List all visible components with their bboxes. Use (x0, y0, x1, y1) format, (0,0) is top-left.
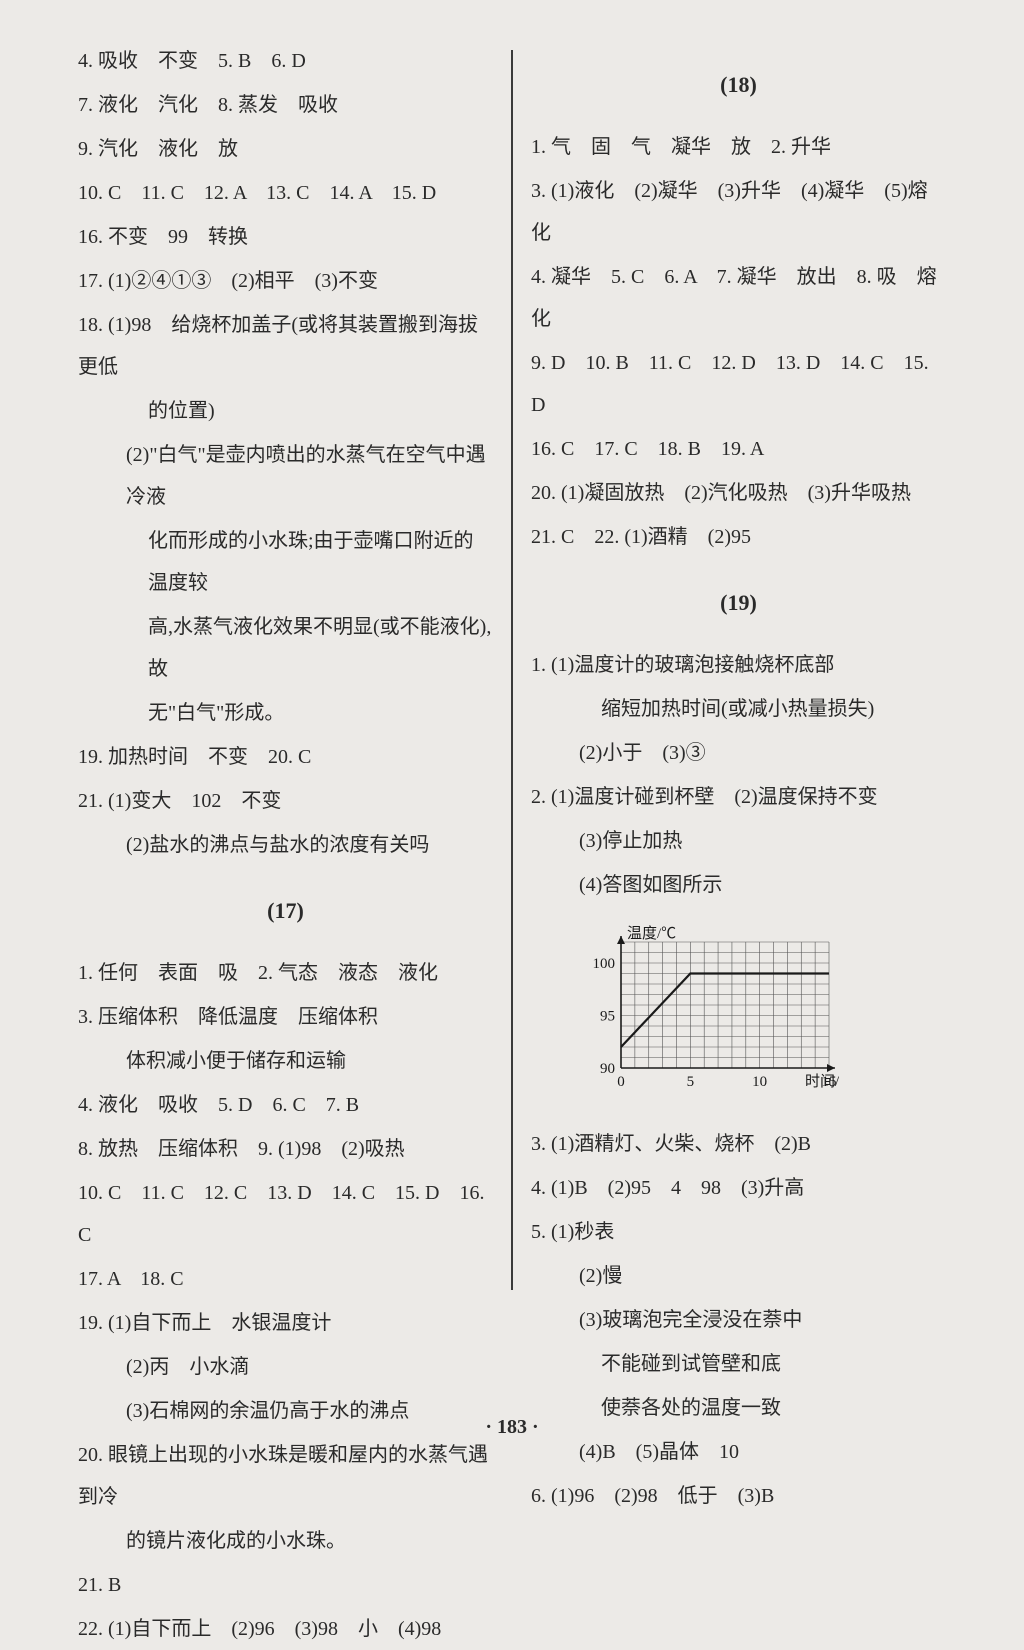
section-heading-17: (17) (78, 888, 493, 934)
page-content: 4. 吸收 不变 5. B 6. D 7. 液化 汽化 8. 蒸发 吸收 9. … (60, 40, 964, 1407)
answer-line: 10. C 11. C 12. C 13. D 14. C 15. D 16. … (78, 1172, 493, 1256)
section-heading-18: (18) (531, 62, 946, 108)
answer-line: 4. 吸收 不变 5. B 6. D (78, 40, 493, 82)
answer-line: (2)慢 (531, 1255, 946, 1297)
answer-line: 化而形成的小水珠;由于壶嘴口附近的温度较 (78, 520, 493, 604)
svg-text:0: 0 (617, 1074, 625, 1090)
answer-line: 9. 汽化 液化 放 (78, 128, 493, 170)
answer-line: 9. D 10. B 11. C 12. D 13. D 14. C 15. D (531, 342, 946, 426)
answer-line: 20. (1)凝固放热 (2)汽化吸热 (3)升华吸热 (531, 472, 946, 514)
answer-line: 4. 液化 吸收 5. D 6. C 7. B (78, 1084, 493, 1126)
svg-text:温度/℃: 温度/℃ (627, 925, 676, 942)
answer-line: 不能碰到试管壁和底 (531, 1343, 946, 1385)
answer-line: 的镜片液化成的小水珠。 (78, 1520, 493, 1562)
answer-line: 无"白气"形成。 (78, 692, 493, 734)
answer-line: 1. 任何 表面 吸 2. 气态 液态 液化 (78, 952, 493, 994)
answer-line: 17. (1)②④①③ (2)相平 (3)不变 (78, 260, 493, 302)
answer-line: 21. C 22. (1)酒精 (2)95 (531, 516, 946, 558)
answer-line: 16. C 17. C 18. B 19. A (531, 428, 946, 470)
answer-line: 4. 凝华 5. C 6. A 7. 凝华 放出 8. 吸 熔化 (531, 256, 946, 340)
page-number: · 183 · (0, 1416, 1024, 1439)
answer-line: 7. 液化 汽化 8. 蒸发 吸收 (78, 84, 493, 126)
answer-line: 22. (1)自下而上 (2)96 (3)98 小 (4)98 (78, 1608, 493, 1650)
answer-line: 17. A 18. C (78, 1258, 493, 1300)
answer-line: 1. (1)温度计的玻璃泡接触烧杯底部 (531, 644, 946, 686)
svg-text:95: 95 (600, 1009, 615, 1025)
answer-line: 高,水蒸气液化效果不明显(或不能液化),故 (78, 606, 493, 690)
answer-line: 5. (1)秒表 (531, 1211, 946, 1253)
svg-text:100: 100 (593, 956, 616, 972)
answer-line: 19. 加热时间 不变 20. C (78, 736, 493, 778)
answer-line: 2. (1)温度计碰到杯壁 (2)温度保持不变 (531, 776, 946, 818)
answer-line: 3. (1)液化 (2)凝华 (3)升华 (4)凝华 (5)熔化 (531, 170, 946, 254)
right-column: (18) 1. 气 固 气 凝华 放 2. 升华 3. (1)液化 (2)凝华 … (513, 40, 964, 1407)
answer-line: 21. (1)变大 102 不变 (78, 780, 493, 822)
answer-line: 18. (1)98 给烧杯加盖子(或将其装置搬到海拔更低 (78, 304, 493, 388)
answer-line: 20. 眼镜上出现的小水珠是暖和屋内的水蒸气遇到冷 (78, 1434, 493, 1518)
answer-line: (3)玻璃泡完全浸没在萘中 (531, 1299, 946, 1341)
svg-text:10: 10 (752, 1074, 767, 1090)
svg-text:5: 5 (687, 1074, 695, 1090)
answer-line: (2)"白气"是壶内喷出的水蒸气在空气中遇冷液 (78, 434, 493, 518)
answer-line: (2)小于 (3)③ (531, 732, 946, 774)
answer-line: 10. C 11. C 12. A 13. C 14. A 15. D (78, 172, 493, 214)
answer-line: (4)答图如图所示 (531, 864, 946, 906)
temperature-chart: 9095100051015温度/℃时间/min (579, 924, 946, 1109)
answer-line: 8. 放热 压缩体积 9. (1)98 (2)吸热 (78, 1128, 493, 1170)
answer-line: (2)丙 小水滴 (78, 1346, 493, 1388)
answer-line: 19. (1)自下而上 水银温度计 (78, 1302, 493, 1344)
temperature-chart-svg: 9095100051015温度/℃时间/min (579, 924, 839, 1094)
answer-line: 3. (1)酒精灯、火柴、烧杯 (2)B (531, 1123, 946, 1165)
answer-line: 21. B (78, 1564, 493, 1606)
answer-line: 3. 压缩体积 降低温度 压缩体积 (78, 996, 493, 1038)
left-column: 4. 吸收 不变 5. B 6. D 7. 液化 汽化 8. 蒸发 吸收 9. … (60, 40, 511, 1407)
answer-line: 16. 不变 99 转换 (78, 216, 493, 258)
section-heading-19: (19) (531, 580, 946, 626)
answer-line: 缩短加热时间(或减小热量损失) (531, 688, 946, 730)
svg-text:时间/min: 时间/min (805, 1073, 839, 1090)
answer-line: 6. (1)96 (2)98 低于 (3)B (531, 1475, 946, 1517)
answer-line: (3)停止加热 (531, 820, 946, 862)
answer-line: 4. (1)B (2)95 4 98 (3)升高 (531, 1167, 946, 1209)
svg-text:90: 90 (600, 1061, 615, 1077)
answer-line: 体积减小便于储存和运输 (78, 1040, 493, 1082)
answer-line: 的位置) (78, 390, 493, 432)
answer-line: (2)盐水的沸点与盐水的浓度有关吗 (78, 824, 493, 866)
answer-line: 1. 气 固 气 凝华 放 2. 升华 (531, 126, 946, 168)
